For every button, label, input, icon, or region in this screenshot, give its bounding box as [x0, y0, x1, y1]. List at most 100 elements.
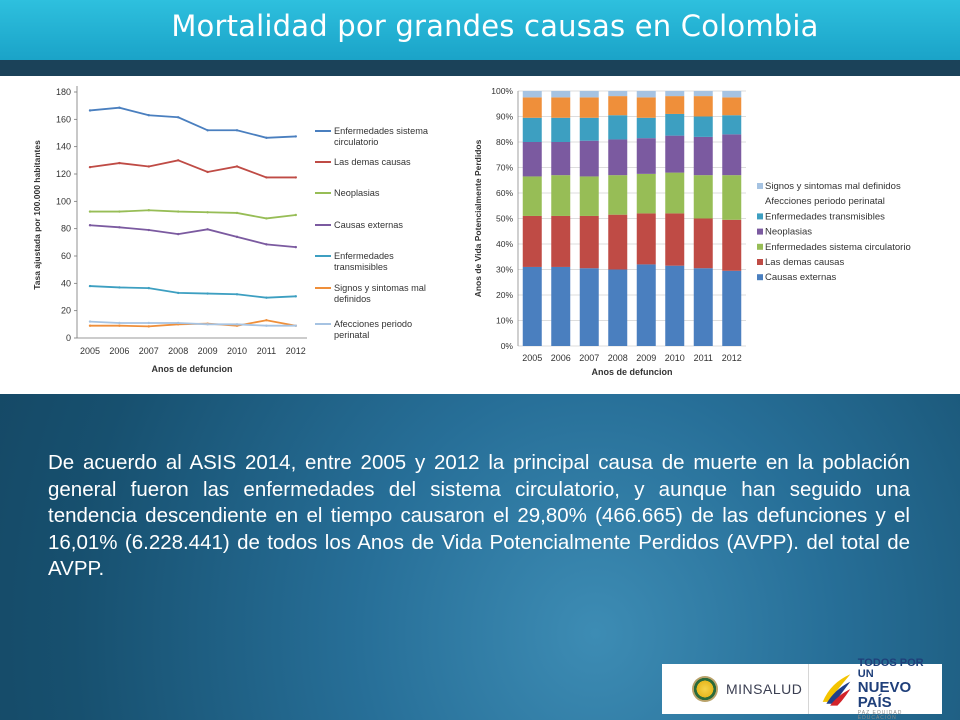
x-tick-label: 2012	[286, 346, 306, 356]
bar-segment	[693, 96, 713, 117]
data-point	[147, 286, 150, 290]
x-tick-label: 2009	[636, 353, 656, 363]
data-point	[118, 226, 121, 229]
legend-label: Afecciones periodo perinatal	[765, 196, 885, 207]
legend-swatch	[757, 243, 763, 250]
data-point	[118, 321, 121, 325]
bar-segment	[608, 214, 628, 270]
y-tick-label: 100%	[491, 86, 513, 96]
data-point	[118, 161, 121, 165]
bar-segment	[608, 115, 628, 140]
bar-segment	[551, 266, 571, 346]
y-tick-label: 100	[56, 196, 71, 206]
data-point	[177, 291, 180, 295]
legend-label: Neoplasias	[334, 188, 380, 198]
country-line1: TODOS POR UN	[857, 656, 924, 680]
data-point	[88, 210, 92, 213]
x-tick-label: 2007	[579, 353, 599, 363]
country-line3: PAZ EQUIDAD EDUCACIÓN	[857, 709, 903, 720]
title-divider-band	[0, 60, 960, 76]
data-point	[265, 324, 268, 327]
bar-segment	[693, 175, 713, 219]
bar-segment	[551, 142, 571, 176]
bar-segment	[722, 97, 742, 116]
data-point	[206, 228, 209, 231]
x-tick-label: 2005	[80, 346, 100, 356]
legend-label: Enfermedades sistema circulatorio	[334, 126, 429, 147]
line-chart: 0 20 40 60 80 100 120 140 160 180 2005 2006 2007 2008…	[32, 86, 429, 374]
body-paragraph: De acuerdo al ASIS 2014, entre 2005 y 20…	[48, 451, 910, 581]
x-tick-label: 2006	[551, 353, 571, 363]
data-point	[88, 324, 92, 327]
series-line	[90, 209, 296, 220]
y-tick-label: 70%	[496, 163, 513, 173]
y-tick-label: 140	[56, 142, 71, 152]
bar-segment	[693, 136, 713, 176]
legend-label: Signos y sintomas mal definidos	[765, 181, 901, 192]
data-point	[265, 217, 268, 220]
bar-segment	[636, 213, 656, 265]
charts-panel: 0 20 40 60 80 100 120 140 160 180 2005 2006 2007 2008…	[0, 76, 960, 394]
y-tick-label: 50%	[496, 214, 513, 224]
slide-title: Mortalidad por grandes causas en Colombi…	[171, 9, 819, 43]
bar-segment	[579, 268, 599, 346]
bar-segment	[522, 142, 542, 177]
y-tick-label: 40	[61, 278, 71, 288]
bar-segment	[579, 215, 599, 269]
legend-label: Causas externas	[765, 272, 837, 283]
y-tick-label: 160	[56, 114, 71, 124]
y-tick-label: 80%	[496, 137, 513, 147]
data-point	[177, 210, 180, 213]
y-tick-label: 10%	[496, 316, 513, 326]
bar-segment	[522, 176, 542, 216]
bar-segment	[722, 134, 742, 176]
bar-segment	[722, 270, 742, 346]
x-axis-label: Anos de defuncion	[592, 367, 673, 377]
data-point	[177, 321, 180, 325]
bar-segment	[665, 265, 685, 346]
data-point	[294, 213, 297, 217]
legend-swatch	[757, 274, 763, 281]
legend-label: Enfermedades transmisibles	[334, 251, 394, 272]
legend-label: Las demas causas	[765, 257, 844, 268]
data-point	[88, 109, 92, 112]
bar-segment	[636, 173, 656, 214]
data-point	[235, 211, 239, 215]
bar-segment	[665, 213, 685, 266]
data-point	[177, 232, 180, 236]
data-point	[147, 114, 150, 117]
legend-label: Causas externas	[334, 220, 403, 230]
legend-swatch	[757, 259, 763, 265]
x-tick-label: 2008	[608, 353, 628, 363]
bar-segment	[665, 135, 685, 173]
bar-segment	[579, 176, 599, 216]
bar-segment	[522, 215, 542, 267]
bar-segment	[693, 91, 713, 97]
bar-segment	[693, 116, 713, 137]
data-point	[265, 296, 268, 299]
bar-segment	[522, 91, 542, 98]
bar-segment	[608, 91, 628, 97]
x-axis-label: Anos de defuncion	[152, 364, 233, 374]
data-point	[147, 228, 150, 232]
nuevo-pais-logo: TODOS POR UN NUEVO PAÍS PAZ EQUIDAD EDUC…	[809, 656, 942, 720]
bar-segment	[522, 266, 542, 346]
y-tick-label: 120	[56, 169, 71, 179]
bar-segment	[551, 91, 571, 98]
series-line	[89, 224, 296, 249]
country-line2: NUEVO PAÍS	[857, 678, 912, 711]
bar-segment	[551, 215, 571, 267]
bar-segment	[693, 218, 713, 269]
bar-segment	[665, 113, 685, 136]
data-point	[265, 136, 268, 139]
bar-segment	[551, 97, 571, 118]
y-tick-label: 90%	[496, 112, 513, 122]
minsalud-label: MINSALUD	[726, 681, 803, 697]
bar-segment	[579, 117, 599, 141]
y-tick-label: 20	[61, 306, 71, 316]
data-point	[147, 321, 150, 325]
x-tick-label: 2011	[257, 346, 276, 356]
bar-segment	[522, 117, 542, 142]
legend-label: Las demas causas	[334, 157, 411, 167]
data-point	[88, 320, 92, 323]
